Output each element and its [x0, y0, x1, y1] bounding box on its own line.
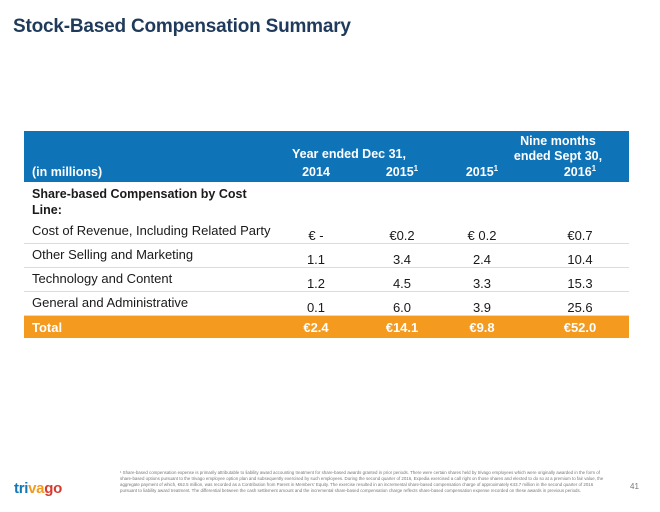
- page-title: Stock-Based Compensation Summary: [13, 16, 351, 37]
- col-header-2015-full: 20151: [385, 164, 419, 179]
- total-label: Total: [32, 320, 63, 335]
- footnote: ¹ Share-based compensation expense is pr…: [120, 470, 604, 493]
- row-label: Cost of Revenue, Including Related Party: [32, 223, 271, 238]
- table-row: General and Administrative 0.1 6.0 3.9 2…: [24, 292, 629, 316]
- row-value: 1.1: [306, 252, 326, 267]
- row-label: Technology and Content: [32, 271, 173, 286]
- table-row: Cost of Revenue, Including Related Party…: [24, 220, 629, 244]
- year-ended-header: Year ended Dec 31,: [292, 147, 406, 161]
- col-header-2016-nine: 20161: [563, 164, 597, 179]
- col-header-2014: 2014: [302, 165, 330, 179]
- total-value: €2.4: [303, 320, 329, 335]
- trivago-logo: trivago: [14, 480, 62, 497]
- table-row: Other Selling and Marketing 1.1 3.4 2.4 …: [24, 244, 629, 268]
- row-value: € 0.2: [467, 228, 497, 243]
- row-value: €0.7: [567, 228, 593, 243]
- row-label: Other Selling and Marketing: [32, 247, 194, 262]
- row-value: 1.2: [306, 276, 326, 291]
- row-value: 0.1: [306, 300, 326, 315]
- row-value: 2.4: [472, 252, 492, 267]
- table-header: Year ended Dec 31, Nine months ended Sep…: [24, 131, 629, 182]
- nine-months-header: Nine months ended Sept 30,: [498, 134, 618, 164]
- compensation-table: Year ended Dec 31, Nine months ended Sep…: [24, 131, 629, 338]
- units-label: (in millions): [32, 165, 103, 179]
- row-value: 10.4: [567, 252, 593, 267]
- row-value: 25.6: [567, 300, 593, 315]
- section-label: Share-based Compensation by Cost Line:: [32, 187, 247, 217]
- row-value: 6.0: [392, 300, 412, 315]
- col-header-2015-nine: 20151: [465, 164, 499, 179]
- row-value: € -: [308, 228, 324, 243]
- nine-months-line1: Nine months: [520, 134, 596, 148]
- total-value: €52.0: [563, 320, 597, 335]
- row-value: 3.4: [392, 252, 412, 267]
- total-value: €9.8: [469, 320, 495, 335]
- total-row: Total €2.4 €14.1 €9.8 €52.0: [24, 316, 629, 338]
- nine-months-line2: ended Sept 30,: [513, 149, 603, 163]
- row-value: 3.3: [472, 276, 492, 291]
- row-value: 4.5: [392, 276, 412, 291]
- row-value: 15.3: [567, 276, 593, 291]
- row-label: General and Administrative: [32, 295, 189, 310]
- row-value: 3.9: [472, 300, 492, 315]
- page-number: 41: [630, 482, 639, 491]
- total-value: €14.1: [385, 320, 419, 335]
- table-row: Technology and Content 1.2 4.5 3.3 15.3: [24, 268, 629, 292]
- row-value: €0.2: [389, 228, 415, 243]
